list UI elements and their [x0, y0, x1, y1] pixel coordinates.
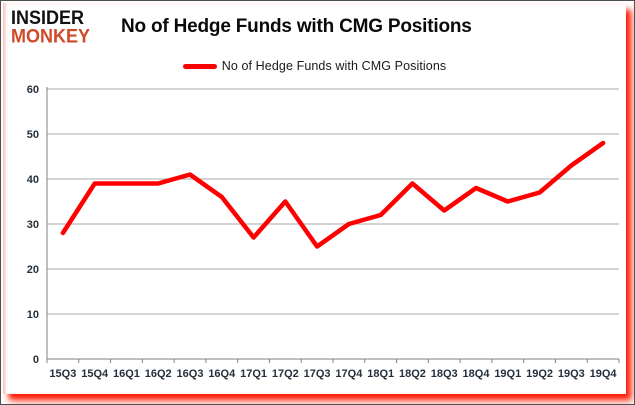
x-axis-tick-label: 17Q3 — [304, 368, 331, 380]
chart-surface: INSIDER MONKEY No of Hedge Funds with CM… — [3, 3, 626, 394]
x-axis-tick-label: 19Q4 — [590, 368, 618, 380]
x-axis-tick-label: 18Q4 — [463, 368, 491, 380]
y-axis-tick-label: 20 — [27, 264, 39, 276]
x-axis-tick-label: 17Q4 — [335, 368, 363, 380]
line-chart-plot-area: 0 10 20 30 40 50 60 15Q3 15Q4 16Q1 16Q2 16Q3 16Q4 17Q… — [27, 84, 620, 380]
x-axis-tick-label: 18Q2 — [399, 368, 426, 380]
x-axis-tick-label: 18Q1 — [367, 368, 394, 380]
y-axis-tick-label: 40 — [27, 174, 39, 186]
x-axis-tick-label: 19Q2 — [526, 368, 553, 380]
x-axis-tick-label: 18Q3 — [431, 368, 458, 380]
y-axis-tick-label: 0 — [33, 354, 39, 366]
insider-monkey-logo: INSIDER MONKEY — [11, 6, 91, 47]
y-axis-tick-label: 50 — [27, 129, 39, 141]
x-axis-tick-label: 16Q2 — [145, 368, 172, 380]
logo-text-insider: INSIDER — [11, 6, 85, 29]
chart-title: No of Hedge Funds with CMG Positions — [121, 16, 472, 37]
x-axis-tick-label: 17Q2 — [272, 368, 299, 380]
x-axis-tick-label: 16Q1 — [113, 368, 140, 380]
x-axis-tick-label: 16Q3 — [177, 368, 204, 380]
x-axis-tick-label: 19Q1 — [494, 368, 521, 380]
legend-line-swatch — [182, 63, 217, 69]
logo-text-monkey: MONKEY — [11, 24, 91, 47]
chart-legend: No of Hedge Funds with CMG Positions — [3, 59, 626, 73]
y-axis-tick-label: 60 — [27, 84, 39, 96]
legend-series-label: No of Hedge Funds with CMG Positions — [221, 59, 447, 73]
series-line-cmg-hedge-funds — [60, 140, 606, 249]
x-axis-tick-label: 15Q3 — [49, 368, 76, 380]
y-axis-tick-label: 30 — [27, 219, 39, 231]
y-axis-tick-label: 10 — [27, 309, 39, 321]
x-axis-tick-label: 17Q1 — [240, 368, 267, 380]
x-axis-tick-label: 16Q4 — [208, 368, 236, 380]
x-axis-tick-label: 19Q3 — [558, 368, 585, 380]
x-axis-tick-label: 15Q4 — [81, 368, 109, 380]
